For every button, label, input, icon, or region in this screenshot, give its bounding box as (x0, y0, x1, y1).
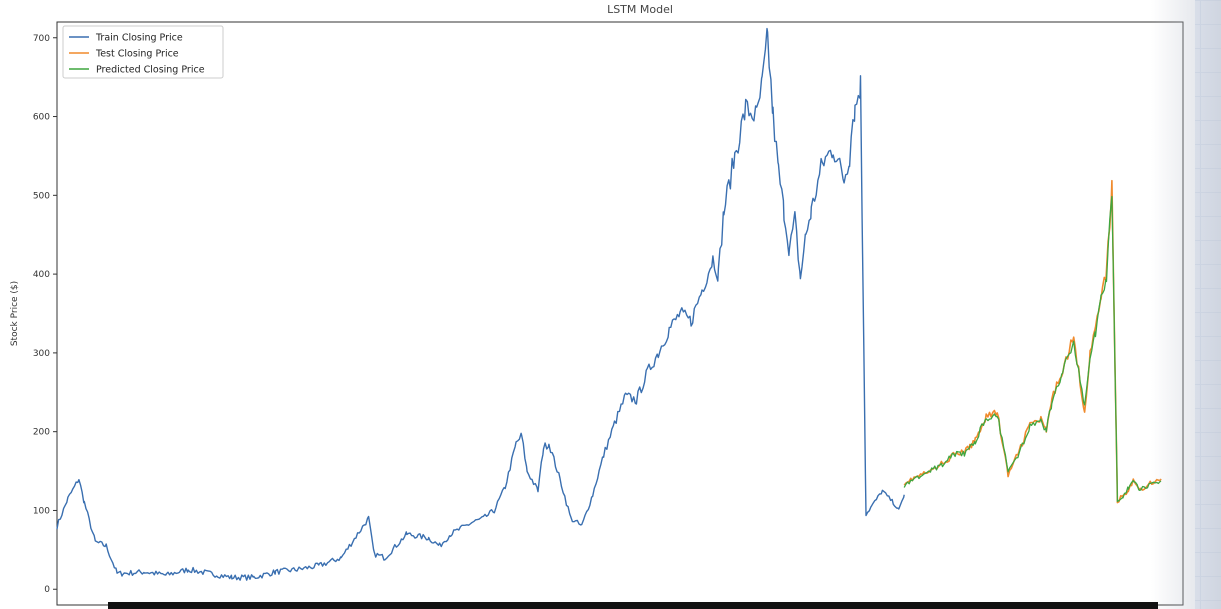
series-test-line (903, 179, 1162, 504)
window-shadow (1151, 0, 1221, 609)
y-axis-label: Stock Price ($) (10, 281, 20, 346)
series-train-line (56, 27, 905, 581)
y-tick-label: 700 (33, 34, 50, 44)
y-tick-label: 400 (33, 270, 50, 280)
bottom-bar (108, 602, 1158, 609)
chart-title: LSTM Model (607, 3, 673, 16)
y-tick-label: 100 (33, 506, 50, 516)
legend-label: Train Closing Price (95, 33, 183, 44)
legend-label: Test Closing Price (95, 49, 179, 60)
series-predicted-line (903, 195, 1162, 503)
legend-label: Predicted Closing Price (96, 65, 205, 76)
y-tick-label: 0 (44, 585, 50, 595)
y-tick-label: 600 (33, 113, 50, 123)
legend-box (62, 25, 224, 79)
y-tick-label: 200 (33, 428, 50, 438)
plot-frame (56, 21, 1184, 606)
y-tick-label: 500 (33, 191, 50, 201)
chart-figure: LSTM Model 0 100 200 300 400 500 600 700 Stock P… (0, 0, 1195, 609)
line-chart: 0 100 200 300 400 500 600 700 Stock Price ($) Tra… (10, 21, 1184, 606)
y-tick-label: 300 (33, 349, 50, 359)
